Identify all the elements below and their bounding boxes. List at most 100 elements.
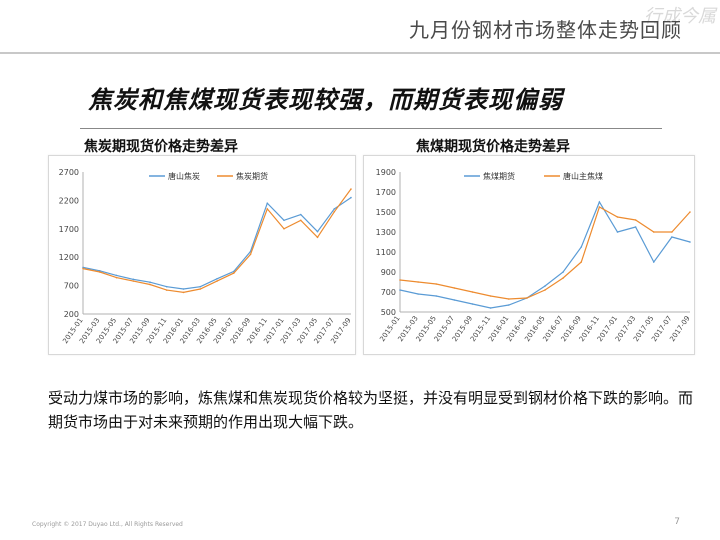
data-point [98, 270, 101, 272]
y-tick-label: 1300 [376, 228, 396, 237]
chart-1-frame: 200 700 1200 1700 2200 2700 2015-01 2015-03 2015… [48, 155, 356, 355]
data-point [316, 236, 319, 239]
legend-label: 唐山焦炭 [168, 171, 200, 181]
chart-2-svg: 500700900110013001500170019002015-012015… [376, 168, 692, 343]
data-point [199, 285, 202, 288]
y-tick-label: 1700 [59, 225, 79, 234]
headline-underline [80, 128, 662, 129]
data-point [616, 231, 619, 233]
body-paragraph: 受动力煤市场的影响，炼焦煤和焦炭现货价格较为坚挺，并没有明显受到钢材价格下跌的影… [48, 389, 694, 431]
data-point [689, 241, 691, 243]
data-point [453, 287, 456, 289]
data-point [580, 246, 583, 248]
data-point [399, 289, 401, 291]
series-line-0 [399, 200, 691, 309]
data-point [489, 307, 492, 309]
data-point [249, 253, 252, 256]
y-tick-label: 1500 [376, 208, 396, 217]
data-point [417, 293, 419, 295]
data-point [333, 208, 336, 210]
data-point [182, 288, 185, 290]
data-point [507, 304, 510, 306]
data-point [283, 219, 285, 222]
data-point [316, 230, 319, 233]
data-point [266, 208, 269, 210]
y-tick-label: 200 [64, 310, 79, 319]
data-point [544, 285, 546, 287]
copyright-text: Copyright © 2017 Duyao Ltd., All Rights … [32, 521, 183, 528]
data-point [333, 210, 336, 213]
data-point [350, 196, 352, 199]
y-tick-label: 2200 [59, 196, 79, 205]
y-tick-label: 1900 [376, 168, 396, 177]
data-point [115, 276, 118, 279]
data-point [399, 279, 401, 281]
data-point [199, 288, 202, 290]
y-tick-label: 1100 [376, 248, 396, 257]
data-point [544, 289, 546, 291]
data-point [98, 271, 101, 273]
data-point [132, 278, 135, 281]
legend-label: 唐山主焦煤 [563, 171, 603, 181]
data-point [182, 291, 185, 294]
y-tick-label: 900 [381, 268, 396, 277]
y-tick-label: 1700 [376, 188, 396, 197]
data-point [634, 226, 637, 228]
data-point [435, 283, 438, 285]
y-tick-label: 500 [381, 308, 396, 317]
chart-1-title: 焦炭期现货价格走势差异 [84, 139, 238, 155]
data-point [471, 291, 474, 293]
data-point [652, 261, 655, 263]
y-tick-label: 1200 [59, 253, 79, 262]
data-point [435, 295, 438, 297]
data-point [299, 213, 302, 216]
data-point [689, 211, 691, 213]
data-point [132, 280, 135, 282]
data-point [598, 206, 601, 208]
data-point [266, 202, 269, 205]
data-point [82, 266, 84, 269]
y-tick-label: 700 [64, 282, 79, 291]
data-point [562, 277, 564, 279]
data-point [165, 285, 168, 288]
y-tick-label: 2700 [59, 168, 79, 177]
data-point [149, 281, 151, 283]
data-point [417, 281, 419, 283]
data-point [671, 236, 673, 238]
data-point [216, 280, 218, 282]
data-point [115, 274, 118, 277]
chart-2-frame: 500 700 900 1100 1300 1500 1700 1900 2015-01 2015… [363, 155, 695, 355]
data-point [562, 271, 564, 273]
chart-2-title: 焦煤期现货价格走势差异 [416, 139, 570, 155]
data-point [471, 303, 474, 305]
data-point [652, 231, 655, 233]
legend-label: 焦炭期货 [236, 171, 268, 181]
legend-label: 焦煤期货 [483, 171, 515, 181]
data-point [453, 299, 456, 301]
data-point [232, 272, 235, 274]
data-point [216, 277, 218, 280]
data-point [507, 298, 510, 300]
data-point [232, 270, 235, 273]
slide-title: 九月份钢材市场整体走势回顾 [409, 18, 682, 42]
data-point [149, 283, 151, 286]
data-point [634, 219, 637, 221]
data-point [283, 228, 285, 230]
data-point [598, 201, 601, 203]
page-number: 7 [674, 517, 680, 527]
data-point [616, 216, 619, 218]
series-line-0 [82, 197, 352, 290]
data-point [299, 219, 302, 222]
data-point [165, 289, 168, 291]
headline: 焦炭和焦煤现货表现较强，而期货表现偏弱 [88, 86, 563, 114]
y-tick-label: 700 [381, 288, 396, 297]
data-point [350, 188, 352, 190]
header-divider [0, 52, 720, 54]
data-point [526, 297, 528, 299]
data-point [82, 267, 84, 270]
chart-1-svg: 20070012001700220027002015-012015-032015… [59, 168, 353, 345]
watermark-text: 行成今属 [644, 6, 716, 27]
data-point [580, 261, 583, 263]
data-point [671, 231, 673, 233]
data-point [489, 295, 492, 297]
